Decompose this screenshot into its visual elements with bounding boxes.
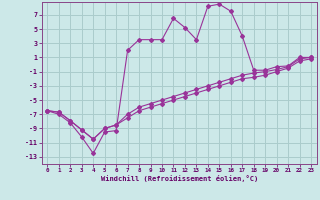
X-axis label: Windchill (Refroidissement éolien,°C): Windchill (Refroidissement éolien,°C) [100, 175, 258, 182]
